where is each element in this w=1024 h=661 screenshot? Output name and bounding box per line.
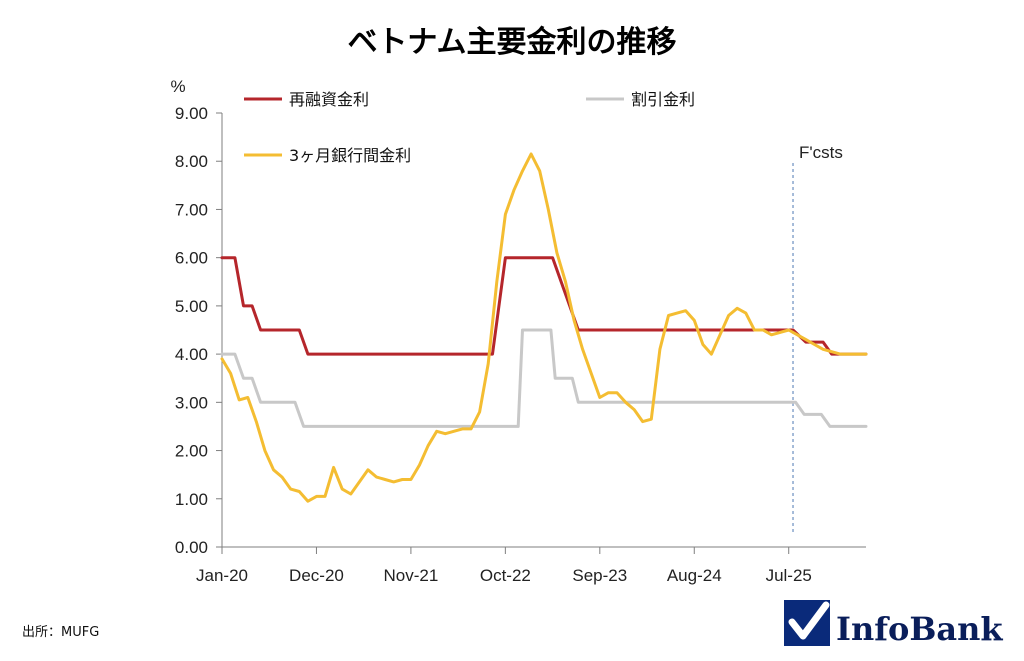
forecast-marker: F'csts bbox=[792, 143, 843, 535]
y-tick-label: 9.00 bbox=[175, 104, 208, 123]
series-line-0 bbox=[220, 256, 868, 356]
y-tick-label: 5.00 bbox=[175, 297, 208, 316]
brand-logo: InfoBank bbox=[784, 600, 1003, 648]
series-lines bbox=[220, 152, 868, 503]
x-tick-label: Nov-21 bbox=[384, 566, 439, 585]
brand-name: InfoBank bbox=[836, 610, 1003, 648]
x-tick-label: Jul-25 bbox=[766, 566, 812, 585]
legend-label-2: 3ヶ月銀行間金利 bbox=[289, 146, 411, 165]
y-tick-label: 1.00 bbox=[175, 490, 208, 509]
y-axis: 0.00 1.00 2.00 3.00 4.00 5.00 6.00 7.00 8.00 9.00 bbox=[175, 104, 223, 557]
x-axis: Jan-20 Dec-20 Nov-21 Oct-22 Sep-23 Aug-24 Jul-… bbox=[196, 546, 866, 585]
legend-label-0: 再融資金利 bbox=[289, 90, 369, 109]
x-tick-label: Oct-22 bbox=[480, 566, 531, 585]
y-tick-label: 8.00 bbox=[175, 152, 208, 171]
checkmark-icon bbox=[788, 601, 830, 640]
x-tick-label: Aug-24 bbox=[667, 566, 722, 585]
legend: 再融資金利 割引金利 3ヶ月銀行間金利 bbox=[244, 90, 695, 165]
y-tick-label: 3.00 bbox=[175, 393, 208, 412]
y-axis-unit-label: % bbox=[170, 77, 185, 96]
x-tick-label: Jan-20 bbox=[196, 566, 248, 585]
legend-label-1: 割引金利 bbox=[631, 90, 695, 109]
chart-title: ベトナム主要金利の推移 bbox=[347, 25, 676, 60]
y-tick-label: 4.00 bbox=[175, 345, 208, 364]
x-tick-label: Sep-23 bbox=[572, 566, 627, 585]
y-tick-label: 2.00 bbox=[175, 442, 208, 461]
y-tick-label: 0.00 bbox=[175, 538, 208, 557]
y-tick-label: 7.00 bbox=[175, 200, 208, 219]
source-note: 出所：MUFG bbox=[22, 625, 99, 640]
series-line-1 bbox=[220, 328, 868, 428]
series-line-2 bbox=[220, 152, 868, 503]
forecast-label: F'csts bbox=[799, 143, 843, 162]
x-tick-label: Dec-20 bbox=[289, 566, 344, 585]
y-tick-label: 6.00 bbox=[175, 249, 208, 268]
